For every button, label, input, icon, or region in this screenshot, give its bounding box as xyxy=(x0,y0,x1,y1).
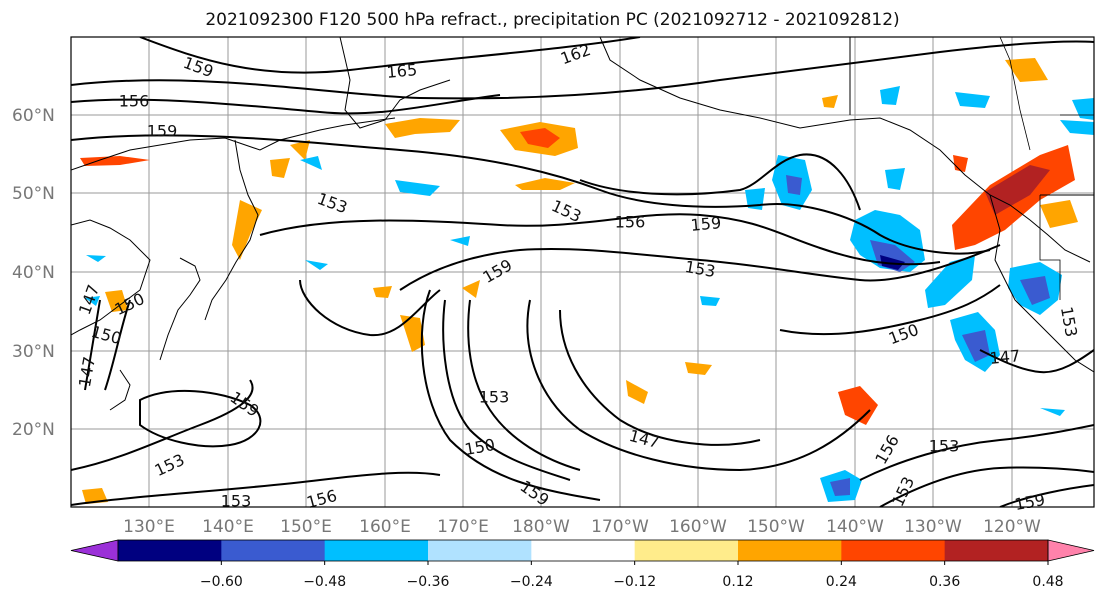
colorbar-segment xyxy=(221,540,326,561)
contour-label: 156 xyxy=(119,92,150,111)
colorbar-segment xyxy=(428,540,532,561)
colorbar-segment xyxy=(738,540,842,561)
colorbar-tick-label: −0.24 xyxy=(510,574,553,590)
longitude-axis: 130°E 140°E 150°E 160°E 170°E 180°W 170°W 160°W… xyxy=(123,517,1041,537)
latitude-label: 40°N xyxy=(12,263,55,283)
contour-label: 147 xyxy=(989,346,1021,368)
contour-label: 156 xyxy=(615,213,646,232)
contour-label: 165 xyxy=(386,60,418,82)
contour-label: 159 xyxy=(147,122,178,141)
colorbar-segment xyxy=(324,540,429,561)
colorbar-segment xyxy=(841,540,946,561)
latitude-label: 20°N xyxy=(12,420,55,440)
latitude-label: 60°N xyxy=(12,106,55,126)
longitude-label: 160°W xyxy=(669,517,727,537)
latitude-axis: 60°N 50°N 40°N 30°N 20°N xyxy=(12,106,55,440)
latitude-label: 50°N xyxy=(12,184,55,204)
contour-label: 159 xyxy=(1013,490,1046,514)
colorbar-tick-label: −0.36 xyxy=(407,574,450,590)
latitude-label: 30°N xyxy=(12,342,55,362)
longitude-label: 130°W xyxy=(904,517,962,537)
longitude-label: 160°E xyxy=(359,517,411,537)
colorbar-tick-label: 0.24 xyxy=(826,574,857,590)
colorbar-extend-high xyxy=(1047,539,1095,562)
longitude-label: 170°W xyxy=(591,517,649,537)
contour-label: 159 xyxy=(690,213,722,235)
contour-label: 153 xyxy=(929,437,960,456)
contour-label: 153 xyxy=(221,492,252,511)
colorbar-segment xyxy=(634,540,739,561)
precipitation-shading xyxy=(80,58,1094,504)
colorbar-segment xyxy=(944,540,1049,561)
colorbar-tick-label: −0.60 xyxy=(200,574,243,590)
longitude-label: 130°E xyxy=(123,517,175,537)
graticule xyxy=(71,37,1094,507)
longitude-label: 140°W xyxy=(826,517,884,537)
colorbar-tick-label: 0.48 xyxy=(1032,574,1063,590)
colorbar-frame xyxy=(117,539,1049,562)
colorbar-tick-label: −0.48 xyxy=(303,574,346,590)
longitude-label: 170°E xyxy=(437,517,489,537)
longitude-label: 150°W xyxy=(747,517,805,537)
longitude-label: 150°E xyxy=(280,517,332,537)
longitude-label: 140°E xyxy=(202,517,254,537)
longitude-label: 180°W xyxy=(512,517,570,537)
colorbar-tick-label: −0.12 xyxy=(613,574,656,590)
longitude-label: 120°W xyxy=(983,517,1041,537)
colorbar: −0.60 −0.48 −0.36 −0.24 −0.12 0.12 0.24 0.36 0.4… xyxy=(70,539,1095,590)
colorbar-tick-label: 0.36 xyxy=(929,574,960,590)
refractivity-contours xyxy=(71,37,1094,507)
map-title: 2021092300 F120 500 hPa refract., precip… xyxy=(205,10,900,30)
colorbar-tick-label: 0.12 xyxy=(722,574,753,590)
contour-label: 153 xyxy=(479,388,510,407)
colorbar-segment xyxy=(118,540,222,561)
colorbar-extend-low xyxy=(70,539,119,562)
map-border xyxy=(70,36,1095,508)
colorbar-segment xyxy=(531,540,636,561)
political-borders xyxy=(999,37,1094,300)
